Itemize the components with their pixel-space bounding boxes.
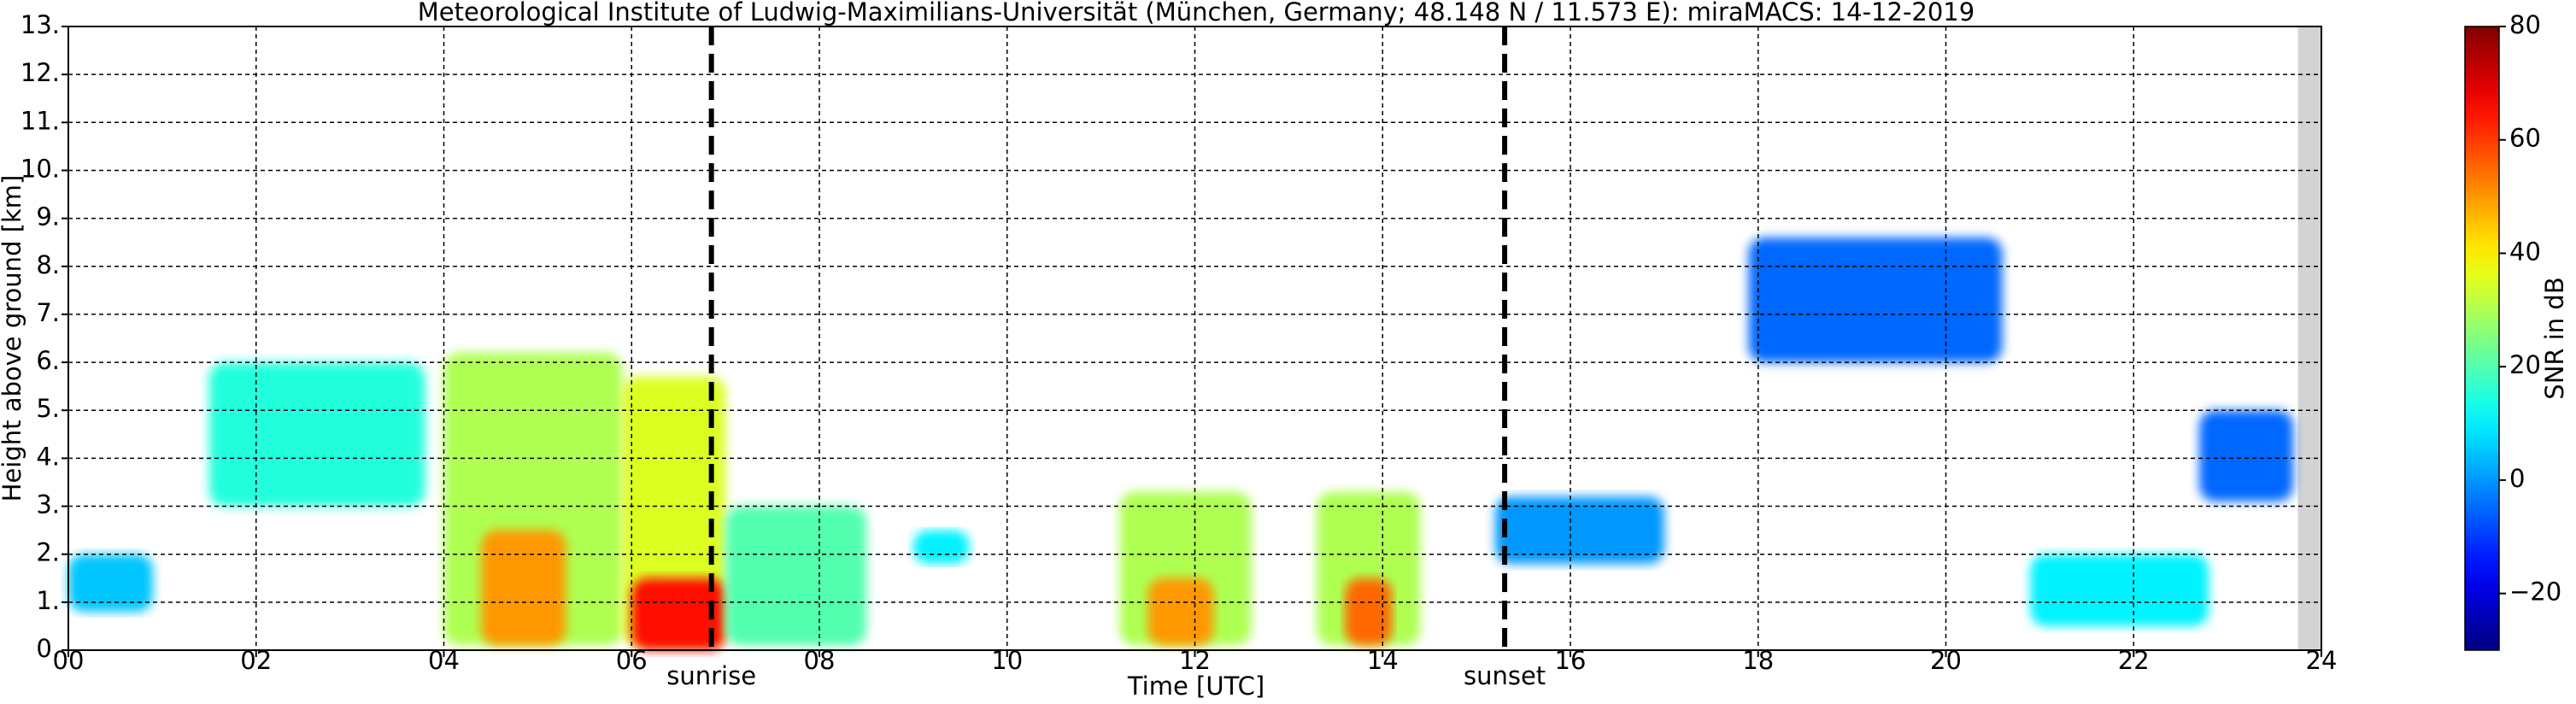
y-tick-label: 7. bbox=[36, 298, 60, 327]
y-tick-label: 4. bbox=[36, 442, 60, 471]
y-tick-label: 12. bbox=[21, 58, 60, 87]
colorbar-tick-label: 60 bbox=[2509, 124, 2541, 153]
cloud-patch bbox=[725, 506, 866, 646]
cloud-patch bbox=[912, 530, 970, 564]
colorbar-tick-label: 0 bbox=[2509, 464, 2525, 493]
cloud-patch bbox=[2030, 554, 2209, 626]
missing-data bbox=[2297, 26, 2321, 650]
chart-title: Meteorological Institute of Ludwig-Maxim… bbox=[418, 0, 1975, 26]
y-tick-label: 8. bbox=[36, 250, 60, 279]
colorbar-tick-label: −20 bbox=[2509, 578, 2561, 607]
colorbar-tick-label: 40 bbox=[2509, 237, 2541, 266]
y-tick-label: 5. bbox=[36, 394, 60, 423]
event-label: sunrise bbox=[666, 661, 756, 690]
y-tick-label: 0. bbox=[36, 634, 60, 663]
cloud-patch bbox=[481, 530, 566, 646]
y-tick-label: 13. bbox=[21, 10, 60, 39]
cloud-patch bbox=[1495, 496, 1664, 564]
y-tick-label: 11. bbox=[21, 106, 60, 135]
y-tick-label: 6. bbox=[36, 346, 60, 375]
cloud-patch bbox=[1345, 578, 1393, 646]
cloud-patch bbox=[68, 554, 153, 613]
colorbar-tick-label: 80 bbox=[2509, 10, 2541, 39]
x-axis-label: Time [UTC] bbox=[1127, 672, 1265, 701]
cloud-patch bbox=[1748, 238, 2003, 363]
event-label: sunset bbox=[1464, 661, 1546, 690]
y-tick-label: 3. bbox=[36, 490, 60, 519]
cloud-patch bbox=[631, 578, 726, 650]
y-tick-label: 10. bbox=[21, 154, 60, 183]
cloud-patch bbox=[1147, 578, 1214, 646]
colorbar-label: SNR in dB bbox=[2540, 277, 2569, 399]
y-axis-label: Height above ground [km] bbox=[0, 175, 26, 502]
y-tick-label: 2. bbox=[36, 538, 60, 567]
cloud-patch bbox=[1317, 491, 1421, 646]
colorbar-tick-label: 20 bbox=[2509, 350, 2541, 379]
colorbar bbox=[2464, 26, 2500, 651]
y-tick-label: 9. bbox=[36, 202, 60, 232]
cloud-patch bbox=[2199, 410, 2294, 502]
plot-frame bbox=[67, 26, 2322, 651]
cloud-patch bbox=[208, 362, 425, 507]
y-tick-label: 1. bbox=[36, 586, 60, 615]
